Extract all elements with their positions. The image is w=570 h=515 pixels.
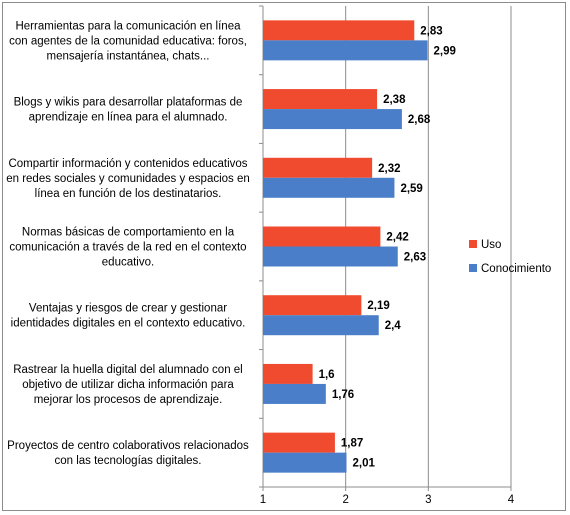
legend-swatch-uso (469, 240, 477, 248)
bar-uso-5 (263, 295, 362, 316)
bar-uso-1 (263, 20, 415, 41)
data-label-conocimiento-6: 1,76 (332, 389, 354, 401)
bar-conocimiento-7 (263, 452, 347, 473)
bar-uso-7 (263, 432, 335, 453)
x-tick-label-4: 4 (508, 494, 515, 506)
data-label-uso-5: 2,19 (367, 300, 389, 312)
bar-conocimiento-1 (263, 40, 428, 61)
data-label-conocimiento-3: 2,59 (400, 183, 422, 195)
bar-uso-3 (263, 157, 373, 178)
bar-uso-6 (263, 363, 313, 384)
bar-conocimiento-6 (263, 383, 326, 404)
category-label-3: Compartir información y contenidos educa… (6, 158, 250, 200)
x-tick-label-2: 2 (342, 494, 348, 506)
x-tick-label-3: 3 (425, 494, 431, 506)
legend-label-uso: Uso (481, 239, 501, 251)
legend-label-conocimiento: Conocimiento (481, 263, 551, 275)
category-label-2: Blogs y wikis para desarrollar plataform… (14, 97, 243, 124)
category-label-7: Proyectos de centro colaborativos relaci… (7, 440, 249, 467)
bar-conocimiento-5 (263, 315, 379, 336)
bar-conocimiento-4 (263, 246, 398, 267)
data-label-uso-6: 1,6 (319, 369, 335, 381)
bar-uso-2 (263, 89, 378, 110)
data-label-conocimiento-4: 2,63 (404, 252, 426, 264)
category-label-5: Ventajas y riesgos de crear y gestionar i… (11, 303, 246, 330)
data-label-conocimiento-2: 2,68 (408, 114, 431, 126)
data-label-uso-7: 1,87 (341, 438, 363, 450)
category-label-1: Herramientas para la comunicación en lín… (9, 20, 247, 62)
category-label-4: Normas básicas de comportamiento en la co… (9, 227, 246, 269)
x-tick-label-1: 1 (260, 494, 266, 506)
data-label-conocimiento-1: 2,99 (434, 45, 456, 57)
bar-uso-4 (263, 226, 381, 247)
legend-swatch-conocimiento (469, 264, 477, 272)
data-label-uso-4: 2,42 (386, 232, 408, 244)
data-label-uso-1: 2,83 (420, 25, 442, 37)
data-label-uso-2: 2,38 (383, 94, 406, 106)
data-label-conocimiento-7: 2,01 (352, 458, 375, 470)
data-label-uso-3: 2,32 (378, 163, 400, 175)
category-label-6: Rastrear la huella digital del alumnado … (13, 364, 243, 406)
bar-conocimiento-3 (263, 177, 395, 198)
data-label-conocimiento-5: 2,4 (385, 320, 402, 332)
bar-conocimiento-2 (263, 109, 402, 130)
